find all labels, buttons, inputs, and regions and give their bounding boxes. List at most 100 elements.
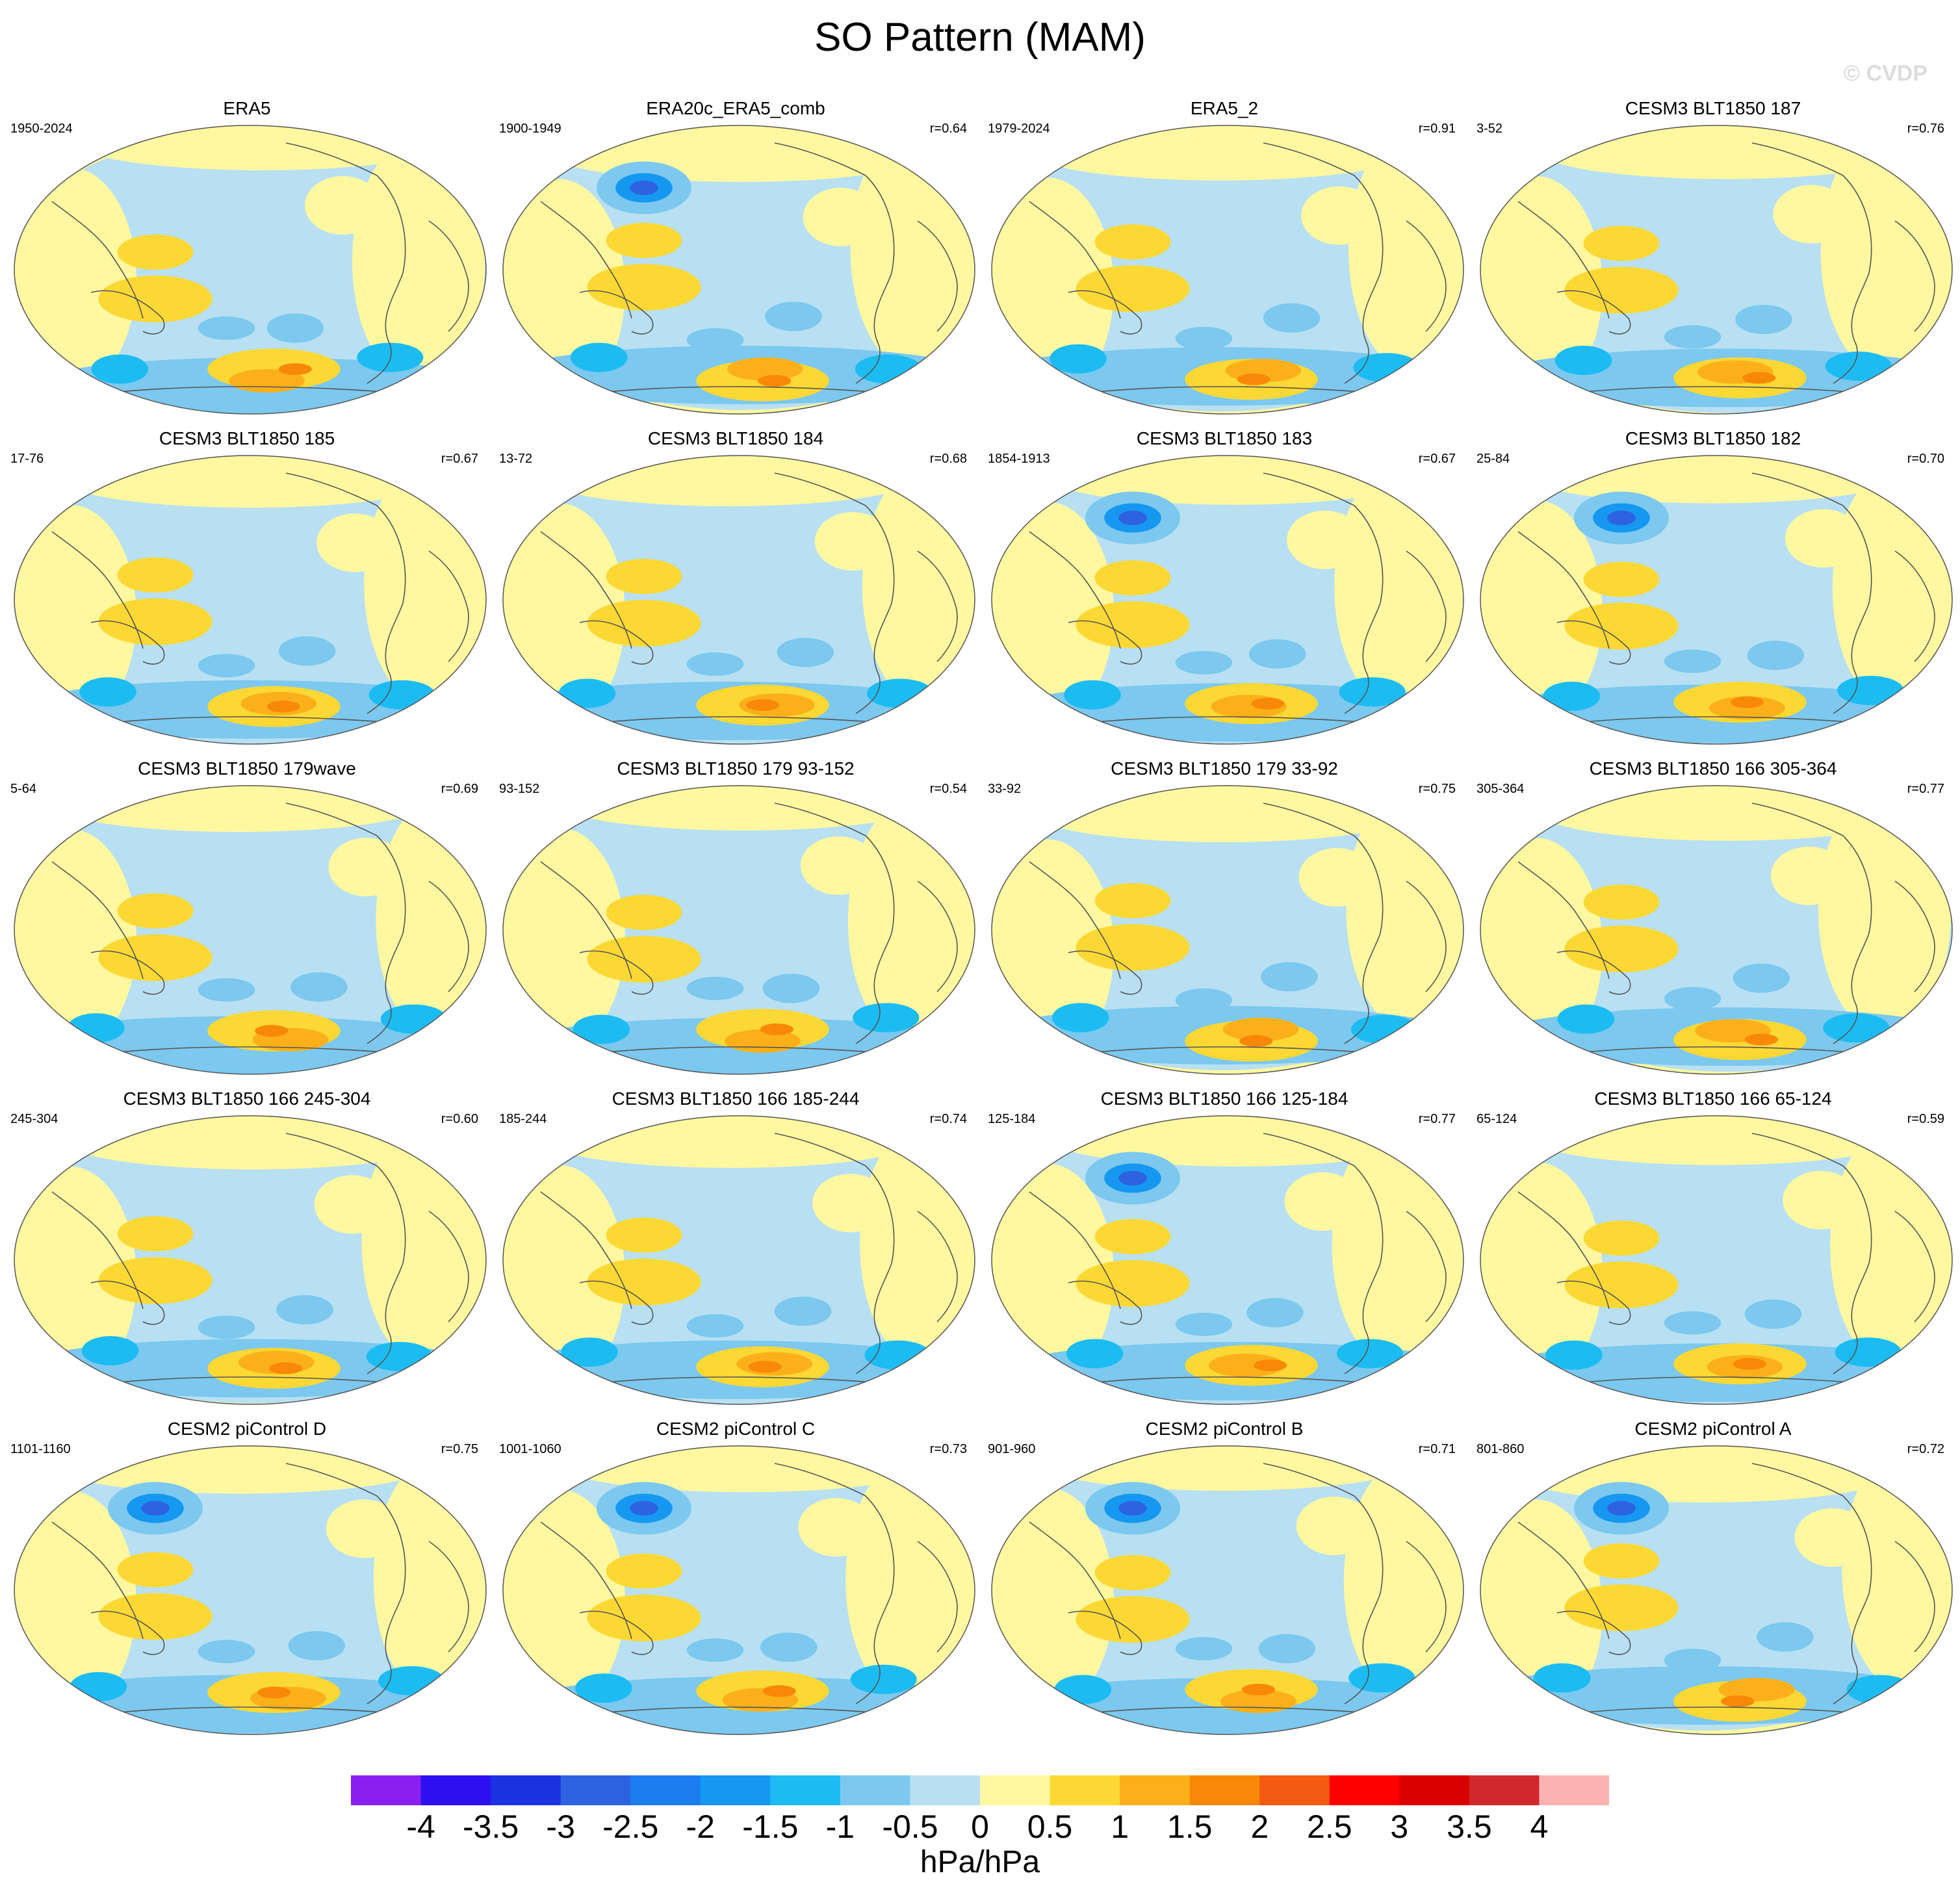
anomaly-contour [760, 1632, 818, 1662]
panel-period: 901-960 [988, 1442, 1036, 1456]
anomaly-contour [1248, 639, 1306, 669]
anomaly-contour [91, 354, 149, 384]
map-border [502, 1115, 975, 1405]
anomaly-contour [1664, 1649, 1721, 1672]
colorbar-swatch [1469, 1775, 1540, 1805]
coastline [855, 175, 895, 384]
anomaly-contour [276, 1295, 333, 1324]
coastline [285, 472, 378, 506]
colorbar-tick-label: 2.5 [1307, 1809, 1352, 1845]
anomaly-contour [1094, 883, 1171, 918]
anomaly-contour [853, 1003, 920, 1033]
map-plot [502, 455, 975, 745]
anomaly-contour [850, 1664, 917, 1694]
map-border [14, 785, 487, 1075]
coastline [428, 220, 469, 332]
anomaly-contour [198, 316, 255, 340]
anomaly-contour [1718, 1678, 1795, 1701]
anomaly-contour [558, 678, 616, 708]
figure-title: SO Pattern (MAM) [814, 15, 1146, 60]
panel-period: 3-52 [1476, 122, 1503, 136]
coastline [1517, 1191, 1610, 1309]
anomaly-contour [845, 1457, 975, 1703]
coastline [1556, 1280, 1631, 1325]
coastline [540, 1191, 632, 1309]
panel-correlation: r=0.91 [1418, 122, 1456, 136]
coastline [1406, 1541, 1447, 1653]
coastline [1894, 220, 1935, 332]
map-border [14, 455, 487, 745]
coastline [1751, 142, 1844, 176]
map-plot [14, 785, 487, 1075]
coastline [774, 1463, 866, 1497]
anomaly-contour [98, 934, 213, 981]
panel-period: 65-124 [1476, 1112, 1517, 1126]
anomaly-contour [314, 1175, 391, 1234]
anomaly-contour [606, 223, 682, 258]
colorbar-tick-label: 0 [971, 1809, 989, 1845]
map-panel: CESM3 BLT1850 179 33-92 33-92 r=0.75 [984, 758, 1465, 1076]
coastline [917, 1211, 958, 1322]
anomaly-contour [1064, 680, 1121, 710]
anomaly-contour [98, 1593, 213, 1640]
panel-correlation: r=0.67 [1418, 452, 1456, 466]
coastline [1894, 1541, 1935, 1653]
coastline [1068, 1280, 1142, 1325]
panel-correlation: r=0.69 [441, 782, 478, 796]
map-border [991, 1445, 1464, 1735]
panel-period: 1950-2024 [10, 122, 73, 136]
coastline [855, 1495, 895, 1705]
colorbar-swatch [630, 1775, 701, 1805]
anomaly-contour [1251, 697, 1285, 710]
coastline [1263, 1133, 1355, 1166]
anomaly-contour [745, 699, 780, 711]
coastline [90, 950, 165, 995]
coastline [917, 550, 958, 662]
coastline [367, 175, 406, 384]
map-panel: ERA5 1950-2024 [6, 97, 487, 416]
colorbar-swatch [770, 1775, 841, 1805]
colorbar-swatch [1539, 1775, 1609, 1805]
anomaly-contour [1066, 1339, 1124, 1369]
anomaly-contour [1794, 1508, 1871, 1567]
panel-title: CESM3 BLT1850 184 [647, 428, 824, 448]
coastline [428, 881, 469, 992]
map-border [1480, 785, 1953, 1075]
map-panel: ERA20c_ERA5_comb 1900-1949 r=0.64 [495, 97, 976, 416]
coastline [1263, 803, 1355, 836]
map-plot [991, 1445, 1464, 1735]
colorbar-tick-label: 3 [1390, 1809, 1409, 1845]
map-plot [991, 125, 1464, 415]
anomaly-contour [198, 1640, 255, 1664]
panel-title: ERA5_2 [1190, 98, 1259, 118]
coastline [1894, 1211, 1935, 1322]
panel-title: CESM3 BLT1850 166 245-304 [123, 1088, 371, 1109]
anomaly-contour [800, 836, 877, 895]
coastline [540, 1521, 632, 1640]
coastline [1344, 1495, 1384, 1705]
colorbar-tick-label: -3.5 [463, 1809, 519, 1845]
coastline [917, 881, 958, 992]
anomaly-contour [1239, 1035, 1273, 1047]
colorbar-tick-label: 3.5 [1447, 1809, 1492, 1845]
panel-period: 1854-1913 [988, 452, 1050, 466]
anomaly-contour [198, 654, 255, 678]
panel-period: 1101-1160 [10, 1442, 71, 1456]
coastline [285, 1133, 378, 1166]
coastline [774, 142, 866, 176]
coastline [1833, 1165, 1872, 1374]
map-panel: CESM3 BLT1850 179 93-152 93-152 r=0.54 [495, 758, 976, 1076]
colorbar-tick-label: -1.5 [742, 1809, 799, 1845]
map-panel: CESM3 BLT1850 184 13-72 r=0.68 [495, 428, 976, 746]
coastline [1344, 835, 1384, 1044]
anomaly-contour [1175, 1637, 1233, 1660]
map-plot [14, 125, 487, 415]
coastline [774, 1133, 866, 1166]
map-plot [1480, 1115, 1953, 1405]
panel-correlation: r=0.67 [441, 452, 478, 466]
panel-period: 1979-2024 [988, 122, 1050, 136]
map-plot [502, 1445, 975, 1735]
colorbar-swatch [700, 1775, 771, 1805]
anomaly-contour [378, 1666, 445, 1695]
anomaly-contour [1237, 373, 1270, 385]
